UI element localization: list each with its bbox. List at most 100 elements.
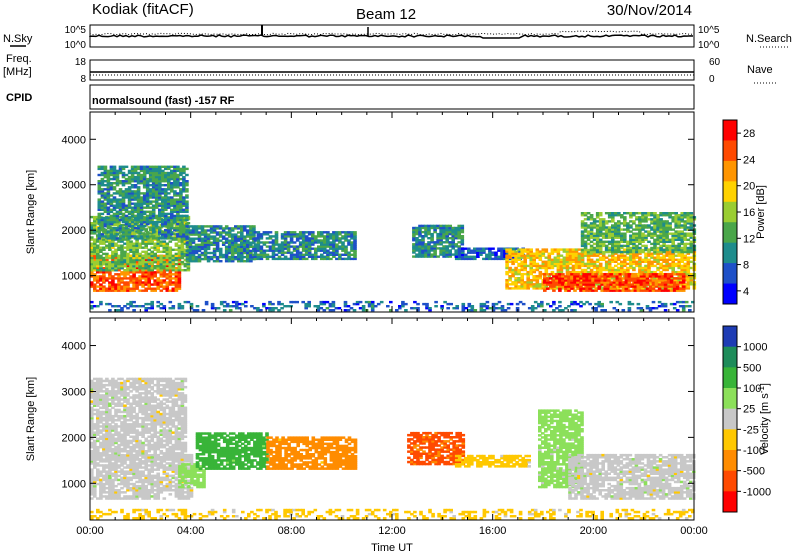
heatmap-cell [168, 262, 173, 266]
heatmap-cell [639, 281, 644, 284]
heatmap-cell [647, 266, 651, 270]
heatmap-cell [124, 231, 129, 234]
heatmap-cell [280, 245, 285, 248]
heatmap-cell [153, 254, 157, 258]
heatmap-cell [520, 252, 524, 255]
heatmap-cell [265, 253, 270, 256]
heatmap-cell [212, 249, 217, 253]
heatmap-cell [253, 253, 258, 256]
heatmap-cell [535, 254, 540, 257]
heatmap-cell [558, 275, 562, 278]
heatmap-cell [114, 287, 118, 290]
heatmap-cell [650, 234, 654, 237]
heatmap-cell [151, 200, 156, 203]
heatmap-cell [611, 218, 615, 221]
heatmap-cell [141, 258, 145, 262]
heatmap-cell [200, 257, 205, 261]
heatmap-cell [677, 232, 681, 235]
heatmap-cell [526, 256, 530, 259]
heatmap-cell [595, 268, 600, 272]
heatmap-cell [564, 279, 568, 282]
heatmap-cell [451, 235, 455, 238]
heatmap-cell [535, 250, 540, 253]
heatmap-cell [653, 214, 657, 217]
heatmap-cell [543, 277, 547, 280]
heatmap-cell [115, 190, 120, 193]
heatmap-cell [547, 254, 552, 257]
heatmap-cell [206, 233, 211, 236]
heatmap-cell [249, 229, 253, 232]
heatmap-cell [675, 285, 680, 288]
heatmap-cell [656, 236, 660, 239]
heatmap-cell [547, 258, 552, 261]
heatmap-cell [662, 234, 666, 237]
heatmap-cell [638, 252, 642, 255]
heatmap-cell [620, 216, 624, 219]
heatmap-cell [164, 212, 168, 216]
heatmap-cell [173, 186, 177, 189]
heatmap-cell [627, 285, 632, 288]
heatmap-cell [142, 210, 147, 213]
heatmap-cell [158, 173, 162, 177]
heatmap-cell [268, 231, 273, 234]
heatmap-cell [571, 256, 576, 259]
heatmap-cell [136, 225, 141, 228]
heatmap-cell [350, 237, 354, 240]
heatmap-cell [660, 279, 665, 282]
heatmap-cell [133, 214, 138, 218]
heatmap-cell [185, 260, 190, 263]
heatmap-cell [653, 250, 657, 254]
heatmap-cell [218, 251, 223, 255]
heatmap-cell [186, 300, 191, 304]
heatmap-cell [215, 241, 220, 244]
heatmap-cell [464, 253, 468, 256]
heatmap-cell [574, 262, 579, 266]
heatmap-cell [130, 214, 135, 218]
heatmap-cell [132, 269, 136, 272]
heatmap-cell [139, 167, 144, 171]
heatmap-cell [430, 232, 434, 236]
heatmap-cell [588, 287, 592, 290]
heatmap-cell [614, 248, 618, 252]
heatmap-cell [103, 229, 108, 232]
heatmap-cell [93, 283, 97, 286]
heatmap-cell [614, 252, 618, 255]
heatmap-cell [644, 218, 648, 221]
heatmap-cell [191, 251, 196, 255]
heatmap-cell [144, 281, 148, 284]
heatmap-cell [675, 287, 680, 290]
heatmap-cell [570, 273, 574, 276]
heatmap-cell [262, 255, 267, 258]
heatmap-cell [614, 236, 618, 239]
heatmap-cell [154, 227, 159, 230]
heatmap-cell [109, 231, 114, 234]
heatmap-cell [136, 212, 141, 216]
heatmap-cell [123, 250, 127, 253]
heatmap-cell [111, 262, 115, 266]
heatmap-cell [638, 264, 642, 268]
heatmap-cell [118, 200, 123, 203]
heatmap-cell [329, 237, 333, 240]
heatmap-cell [240, 243, 244, 246]
heatmap-cell [532, 254, 536, 257]
heatmap-cell [277, 251, 282, 254]
heatmap-cell [439, 247, 443, 250]
heatmap-cell [633, 275, 638, 278]
heatmap-cell [177, 279, 182, 282]
heatmap-cell [289, 237, 294, 240]
heatmap-cell [151, 167, 156, 171]
heatmap-cell [624, 279, 629, 282]
heatmap-cell [165, 265, 170, 268]
heatmap-cell [90, 269, 94, 272]
heatmap-cell [212, 225, 217, 228]
heatmap-cell [589, 270, 594, 274]
heatmap-cell [583, 224, 588, 227]
heatmap-cell [268, 237, 273, 240]
heatmap-cell [237, 237, 241, 240]
heatmap-cell [662, 260, 666, 263]
heatmap-cell [120, 262, 124, 266]
heatmap-cell [99, 287, 103, 290]
heatmap-cell [230, 255, 235, 259]
heatmap-cell [418, 232, 422, 236]
heatmap-cell [332, 247, 336, 250]
